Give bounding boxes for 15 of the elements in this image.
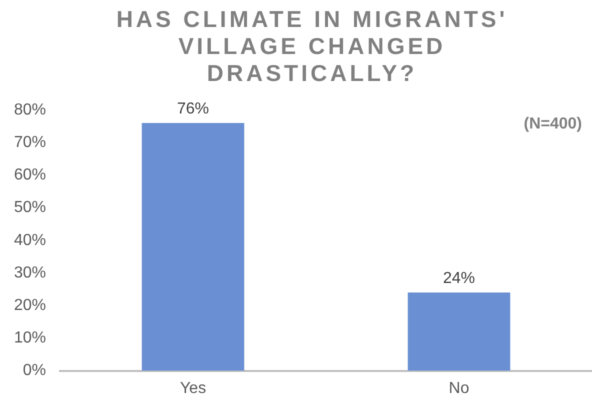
y-tick-label: 70% <box>14 134 46 152</box>
x-tick-label: Yes <box>180 380 206 397</box>
data-label: 24% <box>442 270 476 287</box>
y-tick-label: 20% <box>14 297 46 314</box>
y-tick-label: 30% <box>14 264 46 282</box>
y-tick-label: 80% <box>14 101 46 118</box>
data-label: 76% <box>177 100 210 118</box>
chart-title: HAS CLIMATE IN MIGRANTS' VILLAGE CHANGED DRASTICALLY? <box>115 6 509 87</box>
y-tick-label: 50% <box>14 199 46 216</box>
y-tick-label: 60% <box>14 166 46 184</box>
x-tick-label: No <box>448 380 470 397</box>
y-tick-label: 10% <box>14 330 46 347</box>
y-tick-label: 40% <box>14 232 46 249</box>
y-tick-label: 0% <box>22 362 46 380</box>
annotation: (N=400) <box>524 115 582 132</box>
